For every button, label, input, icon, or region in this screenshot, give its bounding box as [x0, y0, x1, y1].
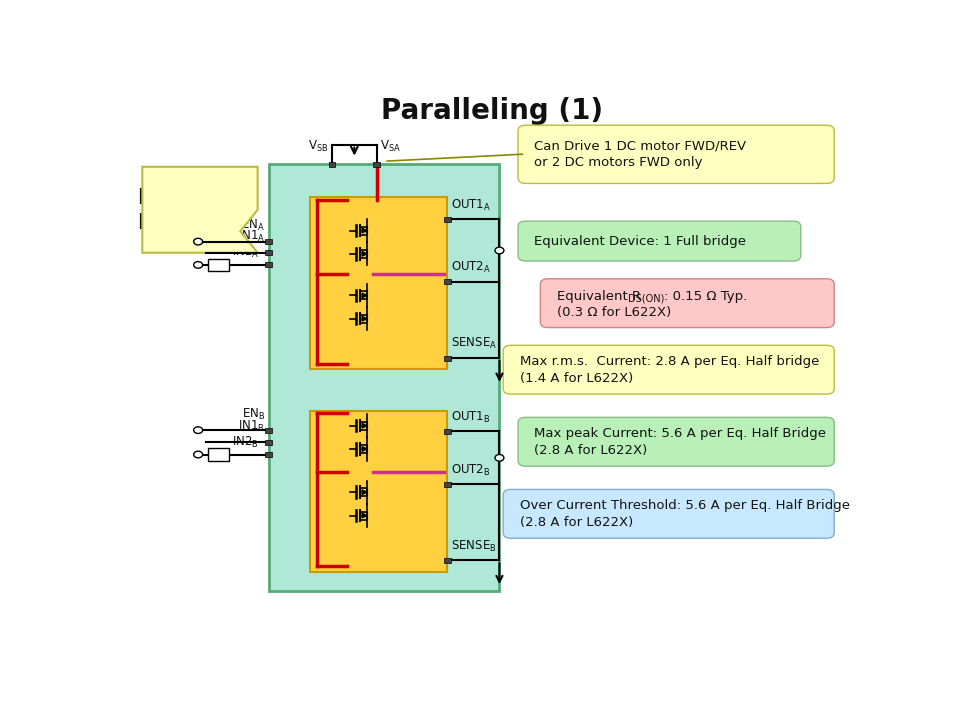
- Text: $\mathsf{OUT2_B}$: $\mathsf{OUT2_B}$: [451, 463, 491, 478]
- Polygon shape: [362, 490, 367, 495]
- Bar: [444, 482, 450, 487]
- Text: Equivalent Device: 1 Full bridge: Equivalent Device: 1 Full bridge: [535, 235, 747, 248]
- Polygon shape: [362, 251, 367, 256]
- Circle shape: [495, 247, 504, 254]
- Bar: [444, 558, 450, 563]
- Bar: [444, 279, 450, 284]
- Bar: [373, 161, 380, 166]
- Bar: [328, 161, 335, 166]
- Text: Max peak Current: 5.6 A per Eq. Half Bridge
(2.8 A for L622X): Max peak Current: 5.6 A per Eq. Half Bri…: [535, 427, 827, 456]
- FancyBboxPatch shape: [518, 418, 834, 466]
- Bar: [266, 428, 272, 433]
- FancyBboxPatch shape: [503, 490, 834, 539]
- Text: L6205/25
L6206/26: L6205/25 L6206/26: [136, 187, 245, 232]
- Text: $\mathsf{SENSE_A}$: $\mathsf{SENSE_A}$: [451, 336, 497, 351]
- Circle shape: [194, 261, 203, 269]
- Text: Over Current Threshold: 5.6 A per Eq. Half Bridge
(2.8 A for L622X): Over Current Threshold: 5.6 A per Eq. Ha…: [519, 499, 850, 529]
- Text: $\mathsf{IN2_B}$: $\mathsf{IN2_B}$: [231, 435, 258, 450]
- Circle shape: [194, 451, 203, 458]
- Polygon shape: [362, 513, 367, 518]
- Text: $\mathsf{IN1_A}$: $\mathsf{IN1_A}$: [238, 229, 265, 244]
- Polygon shape: [362, 293, 367, 298]
- FancyBboxPatch shape: [518, 125, 834, 184]
- Text: $\mathsf{OUT1_A}$: $\mathsf{OUT1_A}$: [451, 198, 491, 213]
- Text: $\mathsf{EN_B}$: $\mathsf{EN_B}$: [242, 407, 265, 422]
- Bar: [266, 251, 272, 255]
- Circle shape: [495, 454, 504, 462]
- Polygon shape: [362, 228, 367, 233]
- Circle shape: [194, 238, 203, 245]
- Bar: [310, 197, 447, 369]
- Text: (0.3 Ω for L622X): (0.3 Ω for L622X): [557, 306, 671, 319]
- FancyBboxPatch shape: [540, 279, 834, 328]
- Bar: [207, 449, 228, 461]
- Polygon shape: [362, 446, 367, 451]
- Bar: [310, 410, 447, 572]
- Text: $\mathsf{V_{SA}}$: $\mathsf{V_{SA}}$: [380, 139, 401, 154]
- Polygon shape: [362, 423, 367, 428]
- Bar: [444, 356, 450, 361]
- Text: DS(ON): DS(ON): [628, 294, 664, 304]
- Text: $\mathsf{SENSE_B}$: $\mathsf{SENSE_B}$: [451, 539, 496, 554]
- Text: $\mathsf{OUT2_A}$: $\mathsf{OUT2_A}$: [451, 260, 491, 275]
- Bar: [266, 262, 272, 267]
- Bar: [266, 239, 272, 244]
- Bar: [269, 164, 499, 591]
- Text: Can Drive 1 DC motor FWD/REV
or 2 DC motors FWD only: Can Drive 1 DC motor FWD/REV or 2 DC mot…: [535, 139, 747, 169]
- Polygon shape: [362, 316, 367, 321]
- Text: : 0.15 Ω Typ.: : 0.15 Ω Typ.: [664, 290, 747, 303]
- Bar: [266, 440, 272, 445]
- Text: $\mathsf{V_{SB}}$: $\mathsf{V_{SB}}$: [308, 139, 328, 154]
- Text: Paralleling (1): Paralleling (1): [381, 97, 603, 125]
- Text: $\mathsf{IN2_A}$: $\mathsf{IN2_A}$: [231, 246, 259, 261]
- Text: Equivalent R: Equivalent R: [557, 290, 641, 303]
- FancyBboxPatch shape: [503, 346, 834, 394]
- Bar: [444, 428, 450, 433]
- Polygon shape: [142, 167, 257, 253]
- Bar: [207, 258, 228, 271]
- Bar: [266, 452, 272, 457]
- Text: $\mathsf{OUT1_B}$: $\mathsf{OUT1_B}$: [451, 410, 491, 425]
- Text: Max r.m.s.  Current: 2.8 A per Eq. Half bridge
(1.4 A for L622X): Max r.m.s. Current: 2.8 A per Eq. Half b…: [519, 355, 819, 384]
- Text: $\mathsf{EN_A}$: $\mathsf{EN_A}$: [241, 218, 265, 233]
- FancyBboxPatch shape: [518, 221, 801, 261]
- Text: $\mathsf{IN1_B}$: $\mathsf{IN1_B}$: [238, 419, 265, 434]
- Bar: [444, 217, 450, 222]
- Circle shape: [194, 427, 203, 433]
